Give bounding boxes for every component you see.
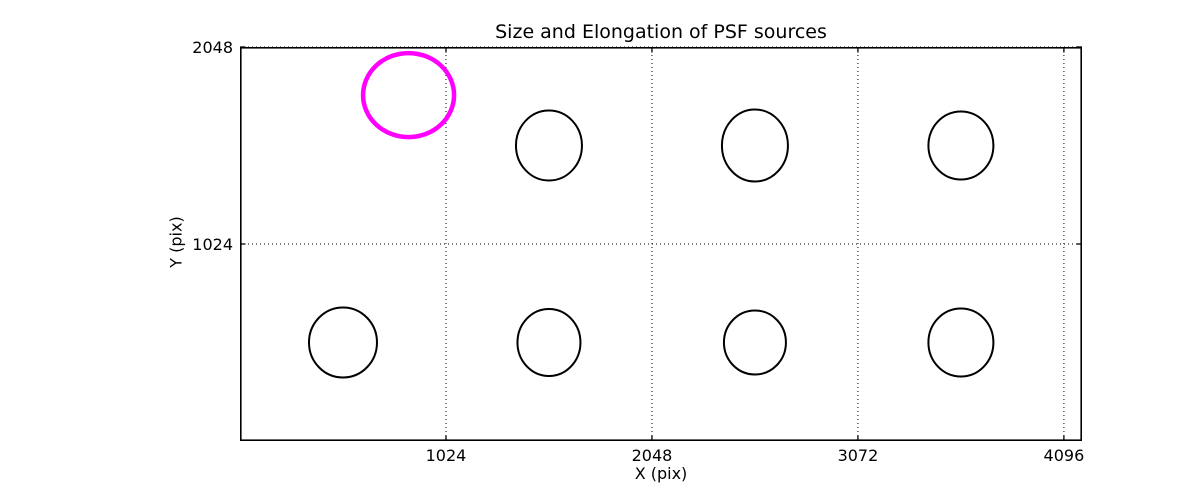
y-tick-label-2048: 2048 (192, 38, 233, 57)
x-axis-label: X (pix) (634, 464, 688, 483)
psf-ellipse (516, 308, 582, 377)
psf-ellipse (307, 306, 378, 379)
psf-ellipse (720, 108, 789, 183)
plot-title: Size and Elongation of PSF sources (495, 21, 827, 43)
psf-ellipse (514, 109, 583, 182)
psf-ellipse (927, 110, 995, 181)
x-tick-label-1024: 1024 (425, 446, 467, 465)
x-tick-label-2048: 2048 (631, 446, 673, 465)
plot-area (240, 46, 1083, 441)
psf-ellipse (722, 309, 787, 376)
x-tick-label-3072: 3072 (837, 446, 879, 465)
psf-ellipse (927, 307, 995, 378)
highlighted-psf-ellipse (360, 50, 457, 140)
y-tick-label-1024: 1024 (192, 235, 233, 254)
x-tick-label-4096: 4096 (1043, 446, 1085, 465)
axes-border (240, 47, 1083, 441)
